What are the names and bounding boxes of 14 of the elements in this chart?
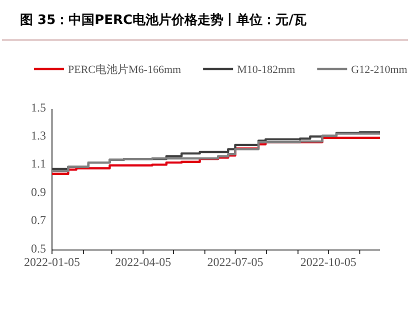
y-tick-label: 0.7 — [31, 213, 46, 228]
legend-label: G12-210mm — [351, 64, 408, 76]
x-tick-label: 2022-07-05 — [207, 255, 264, 269]
x-tick-label: 2022-01-05 — [24, 255, 80, 269]
x-tick-label: 2022-10-05 — [300, 255, 356, 269]
x-tick-label: 2022-04-05 — [115, 255, 172, 269]
y-tick-label: 0.9 — [31, 184, 46, 199]
chart-title: 图 35：中国PERC电池片价格走势丨单位：元/瓦 — [20, 12, 306, 28]
legend-label: PERC电池片M6-166mm — [68, 63, 182, 76]
y-tick-label: 1.1 — [31, 156, 46, 171]
legend-label: M10-182mm — [237, 64, 296, 76]
y-tick-label: 1.3 — [31, 128, 46, 142]
y-tick-label: 0.5 — [31, 241, 46, 256]
y-tick-label: 1.5 — [31, 100, 46, 114]
